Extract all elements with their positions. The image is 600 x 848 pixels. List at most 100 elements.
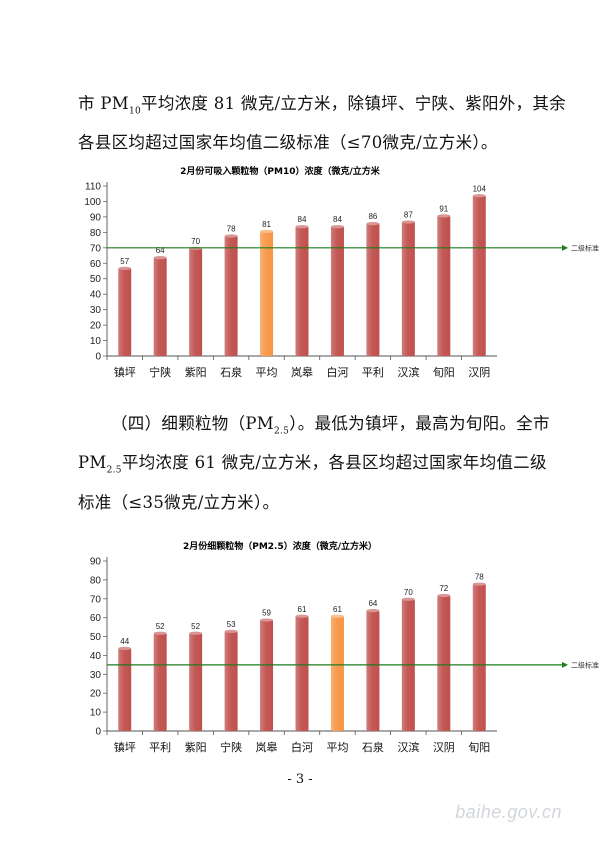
- y-tick-label: 40: [90, 651, 102, 662]
- pm25-chart: 2月份细颗粒物（PM2.5）浓度（微克/立方米） 0 10 20 30 40 50 60 70 8…: [75, 535, 599, 767]
- y-tick-label: 50: [90, 632, 102, 643]
- bar: [401, 221, 415, 356]
- bar: [224, 235, 238, 356]
- bar: [472, 195, 486, 356]
- data-label: 86: [368, 212, 377, 221]
- bar: [330, 226, 344, 356]
- data-label: 84: [298, 215, 307, 224]
- bar: [118, 267, 132, 356]
- standard-line-arrow: [562, 661, 568, 668]
- bar: [189, 247, 203, 356]
- category-label: 紫阳: [185, 741, 207, 754]
- data-label: 52: [156, 622, 165, 631]
- bar: [153, 257, 167, 356]
- bar-cap: [224, 234, 238, 238]
- standard-line-label: 二级标准: [571, 243, 599, 252]
- bar: [118, 647, 132, 731]
- paragraph-line: 标准（≤35微克/立方米）。: [78, 492, 280, 512]
- bar-cap: [224, 629, 238, 633]
- bar-cap: [401, 220, 415, 224]
- bar-cap: [437, 593, 451, 598]
- chart-title: 2月份可吸入颗粒物（PM10）浓度（微克/立方米: [180, 165, 381, 177]
- category-label: 宁陕: [220, 740, 242, 754]
- average-bar: [330, 615, 344, 731]
- bar-cap: [472, 194, 486, 198]
- data-label: 87: [404, 211, 413, 220]
- text-run: 市 PM: [78, 94, 129, 113]
- y-tick-label: 50: [90, 274, 102, 285]
- bar: [366, 223, 380, 356]
- category-label: 紫阳: [185, 366, 207, 379]
- bar-cap: [260, 229, 274, 233]
- data-label: 104: [473, 184, 487, 193]
- bar: [295, 615, 309, 731]
- bar: [224, 630, 238, 731]
- y-tick-label: 20: [90, 689, 102, 700]
- y-tick-label: 30: [90, 305, 102, 316]
- text-run: PM: [78, 453, 107, 473]
- category-label: 白河: [291, 740, 313, 754]
- data-label: 78: [227, 224, 236, 233]
- bar: [472, 583, 486, 731]
- site-watermark: baihe.gov.cn: [455, 802, 562, 822]
- category-label: 汉滨: [397, 740, 419, 754]
- paragraph-line: （四）细颗粒物（PM2.5）。最低为镇坪，最高为旬阳。全市: [78, 408, 549, 447]
- pm25-chart-svg: 2月份细颗粒物（PM2.5）浓度（微克/立方米） 0 10 20 30 40 50 60 70 8…: [90, 540, 599, 754]
- y-tick-label: 10: [90, 336, 102, 347]
- data-label: 70: [191, 237, 200, 246]
- average-bar: [260, 230, 274, 356]
- data-label: 84: [333, 215, 342, 224]
- paragraph-line: 市 PM10平均浓度 81 微克/立方米，除镇坪、宁陕、紫阳外，其余: [78, 88, 566, 127]
- chart-title: 2月份细颗粒物（PM2.5）浓度（微克/立方米）: [183, 540, 377, 552]
- text-run: 平均浓度 81 微克/立方米，除镇坪、宁陕、紫阳外，其余: [141, 94, 566, 113]
- data-label: 61: [333, 605, 342, 614]
- y-tick-label: 90: [90, 212, 102, 223]
- bar-cap: [189, 631, 203, 635]
- category-label: 镇坪: [114, 365, 136, 379]
- standard-line-label: 二级标准: [571, 660, 599, 669]
- pm10-chart-svg: 2月份可吸入颗粒物（PM10）浓度（微克/立方米 0 10 20 30 40 50 60 70 8…: [84, 165, 599, 379]
- bar-cap: [472, 582, 486, 586]
- category-label: 汉滨: [397, 365, 419, 379]
- y-tick-label: 10: [90, 708, 102, 719]
- category-label: 旬阳: [433, 366, 455, 379]
- bar-cap: [153, 631, 167, 635]
- text-run: 平均浓度 61 微克/立方米，各县区均超过国家年均值二级: [121, 453, 547, 473]
- category-label: 平利: [149, 741, 171, 754]
- bar-cap: [366, 609, 380, 613]
- bar: [260, 619, 274, 731]
- data-label: 64: [368, 599, 377, 608]
- paragraph-line: PM2.5平均浓度 61 微克/立方米，各县区均超过国家年均值二级: [78, 447, 546, 486]
- category-label: 岚皋: [256, 740, 278, 754]
- bar: [437, 215, 451, 356]
- bar-cap: [295, 225, 309, 229]
- text-run: （四）细颗粒物（PM: [111, 414, 274, 433]
- y-tick-label: 80: [90, 228, 102, 239]
- bar-cap: [295, 614, 309, 618]
- bar: [366, 610, 380, 731]
- subscript: 10: [128, 106, 142, 117]
- data-label: 64: [156, 246, 165, 255]
- bar-cap: [330, 614, 344, 618]
- pm10-chart: 2月份可吸入颗粒物（PM10）浓度（微克/立方米 0 10 20 30 40 50 60 70 8…: [75, 160, 599, 390]
- standard-line-arrow: [562, 244, 568, 251]
- y-tick-label: 70: [90, 594, 102, 605]
- bar: [437, 595, 451, 731]
- data-label: 61: [298, 605, 307, 614]
- y-tick-label: 100: [84, 197, 101, 208]
- data-label: 57: [120, 257, 129, 266]
- data-label: 78: [475, 573, 484, 582]
- bar-cap: [153, 255, 167, 260]
- data-label: 53: [227, 620, 236, 629]
- data-label: 44: [120, 637, 129, 646]
- data-label: 91: [439, 204, 448, 213]
- category-label: 白河: [326, 365, 348, 379]
- category-label: 岚皋: [291, 365, 313, 379]
- data-label: 52: [191, 622, 200, 631]
- y-tick-label: 70: [90, 243, 102, 254]
- data-label: 72: [439, 584, 448, 593]
- category-label: 镇坪: [114, 740, 136, 754]
- y-tick-label: 110: [85, 182, 101, 193]
- y-tick-label: 40: [90, 290, 102, 301]
- y-tick-label: 30: [90, 670, 102, 681]
